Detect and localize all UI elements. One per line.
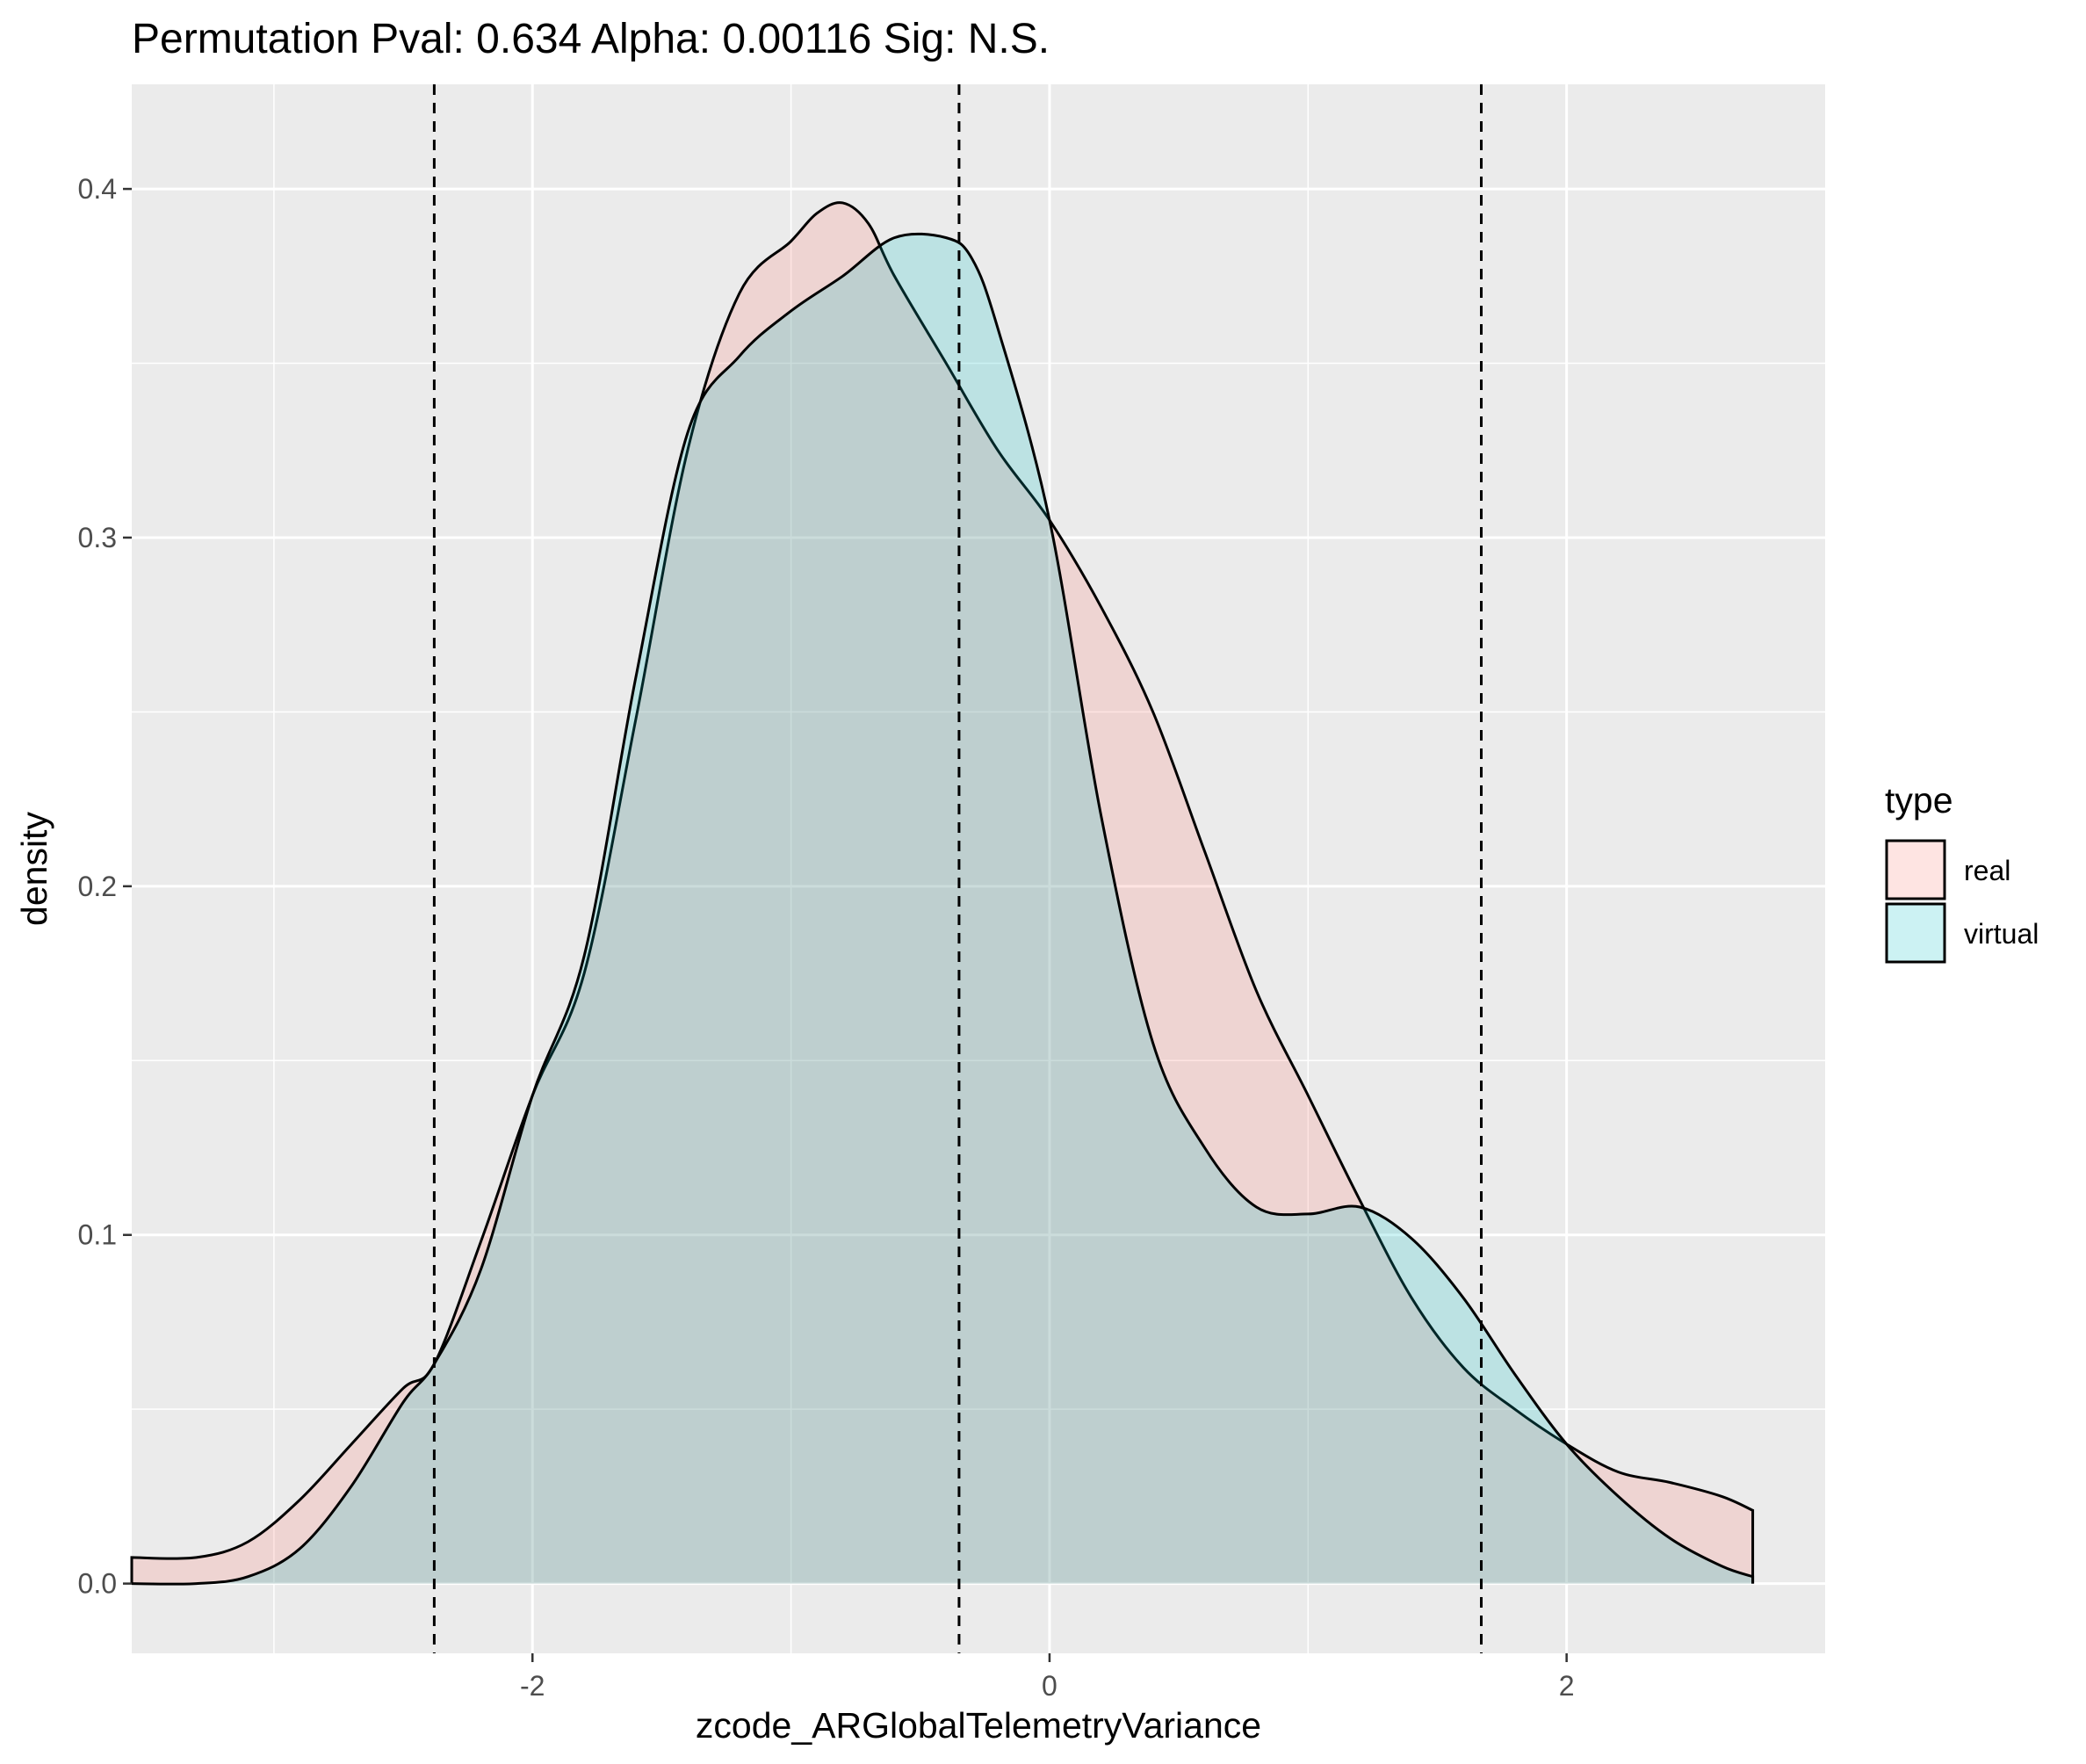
legend-label-real: real (1964, 855, 2010, 886)
y-axis-title: density (14, 812, 54, 926)
density-area-virtual (132, 234, 1753, 1585)
density-line-virtual (131, 232, 1755, 1586)
y-tick-label: 0.4 (78, 173, 117, 205)
y-tick-label: 0.1 (78, 1219, 117, 1251)
legend-key-bg (1885, 902, 1946, 964)
y-tick-label: 0.0 (78, 1568, 117, 1600)
legend-key-virtual (1885, 902, 1946, 964)
x-tick-label: 2 (1559, 1670, 1575, 1702)
density-line-real (130, 201, 1755, 1584)
major-gridlines (132, 84, 1825, 1653)
y-tick-label: 0.2 (78, 871, 117, 902)
chart-title: Permutation Pval: 0.634 Alpha: 0.00116 S… (132, 16, 1050, 62)
x-tick-label: 0 (1042, 1670, 1057, 1702)
density-area-real (132, 202, 1753, 1584)
legend: type real virtual (1885, 780, 2039, 964)
legend-key-real (1885, 839, 1946, 900)
x-tick-label: -2 (520, 1670, 545, 1702)
legend-key-bg (1885, 839, 1946, 900)
x-axis-title: zcode_ARGlobalTelemetryVariance (696, 1705, 1261, 1746)
axis-ticks: -2 0 2 0.0 0.1 0.2 0.3 0.4 (78, 173, 1575, 1702)
minor-gridlines (132, 84, 1825, 1653)
y-tick-label: 0.3 (78, 522, 117, 553)
legend-title: type (1885, 780, 1953, 821)
reference-lines (432, 84, 1483, 1653)
plot-panel (132, 84, 1825, 1653)
density-areas (130, 201, 1755, 1586)
legend-label-virtual: virtual (1964, 918, 2039, 950)
